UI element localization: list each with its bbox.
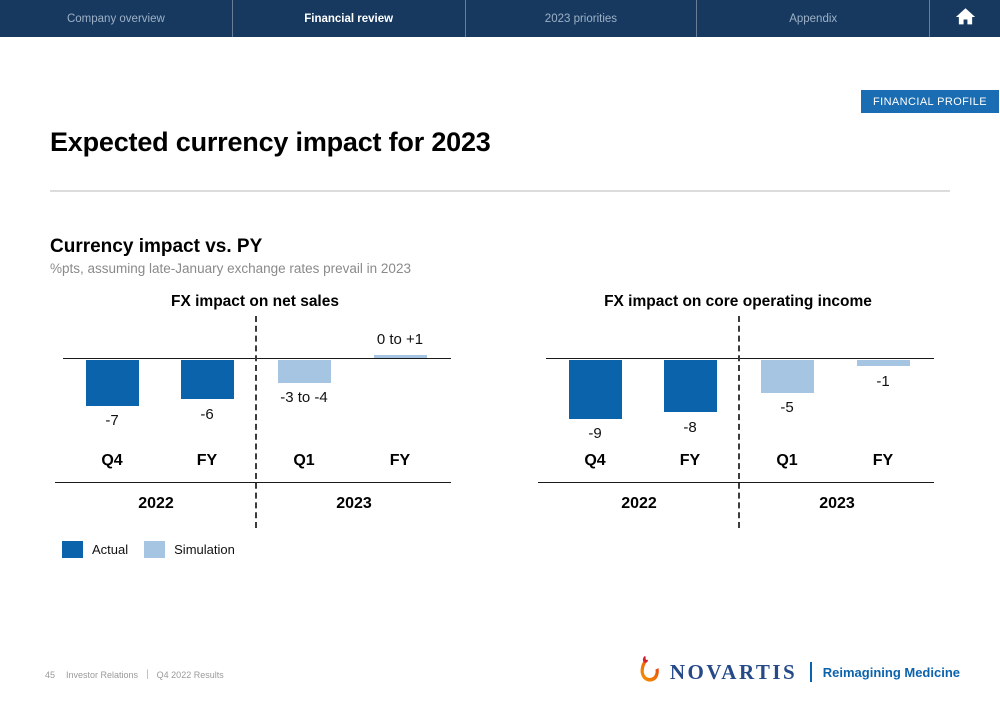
category-label-q4: Q4 — [584, 452, 606, 469]
bar-q4-2022 — [85, 359, 139, 406]
bar-value-label: -7 — [105, 412, 119, 430]
footer-separator: | — [146, 669, 149, 680]
zero-axis-line — [546, 358, 934, 359]
bar-value-label: -3 to -4 — [280, 389, 328, 407]
category-label-fy: FY — [389, 452, 411, 469]
nav-tab-label: Appendix — [789, 12, 838, 25]
page-title: Expected currency impact for 2023 — [50, 127, 491, 157]
home-icon — [955, 6, 976, 32]
legend-label: Simulation — [174, 542, 235, 557]
bar-fy-2023 — [373, 354, 427, 358]
footer-meta: 45 Investor Relations | Q4 2022 Results — [45, 669, 224, 680]
bar-value-label: -9 — [588, 425, 602, 443]
category-label-fy: FY — [196, 452, 218, 469]
year-label-2023: 2023 — [819, 495, 855, 512]
novartis-wordmark: NOVARTIS — [669, 659, 798, 684]
nav-tab-label: Company overview — [66, 12, 165, 25]
nav-tab-2023-priorities[interactable]: 2023 priorities — [466, 0, 698, 37]
year-label-2023: 2023 — [336, 495, 372, 512]
legend-label: Actual — [92, 542, 129, 557]
nav-tab-company-overview[interactable]: Company overview — [0, 0, 233, 37]
section-title: Currency impact vs. PY — [50, 236, 263, 257]
zero-axis-line — [63, 358, 451, 359]
nav-tab-appendix[interactable]: Appendix — [697, 0, 931, 37]
brand-tagline: Reimagining Medicine — [822, 664, 960, 680]
bar-value-label: -6 — [200, 405, 214, 423]
legend-swatch-simulation — [144, 541, 166, 558]
top-navigation-bar: Company overview Financial review 2023 p… — [0, 0, 1000, 37]
novartis-brand-lockup: NOVARTIS Reimagining Medicine — [637, 655, 960, 689]
bar-q4-2022 — [568, 359, 622, 419]
category-label-fy: FY — [679, 452, 701, 469]
chart-fx-impact-core-operating-income: FX impact on core operating income -9 Q4 -… — [538, 290, 938, 540]
legend-item-actual: Actual — [62, 541, 128, 558]
chart-fx-impact-net-sales: FX impact on net sales -7 Q4 -6 FY -3 to -4 Q… — [55, 290, 455, 540]
category-label-fy: FY — [872, 452, 894, 469]
nav-tab-financial-review[interactable]: Financial review — [233, 0, 466, 37]
title-divider-line — [50, 190, 950, 192]
chart-title: FX impact on net sales — [171, 293, 339, 310]
chart-legend: Actual Simulation — [62, 541, 235, 558]
category-label-q1: Q1 — [776, 452, 798, 469]
category-label-q4: Q4 — [101, 452, 123, 469]
section-subtitle: %pts, assuming late-January exchange rat… — [50, 261, 411, 276]
bar-fy-2022 — [663, 359, 717, 413]
bar-value-label: -8 — [683, 418, 697, 436]
legend-item-simulation: Simulation — [144, 541, 235, 558]
category-label-q1: Q1 — [293, 452, 315, 469]
legend-swatch-actual — [62, 541, 83, 558]
category-axis-line — [538, 482, 934, 483]
bar-value-label: -5 — [780, 399, 794, 416]
brand-separator-bar — [810, 662, 812, 682]
year-label-2022: 2022 — [138, 495, 174, 512]
nav-tab-label: Financial review — [304, 12, 394, 25]
home-button[interactable] — [930, 0, 1000, 37]
bar-fy-2023 — [856, 359, 910, 367]
chart-title: FX impact on core operating income — [604, 293, 872, 310]
actual-vs-simulation-divider-line — [738, 316, 740, 528]
badge-label: FINANCIAL PROFILE — [873, 95, 987, 108]
bar-value-label: -1 — [876, 372, 890, 390]
page-number: 45 — [45, 669, 56, 680]
novartis-flame-icon — [637, 655, 662, 689]
bar-fy-2022 — [180, 359, 234, 400]
actual-vs-simulation-divider-line — [255, 316, 257, 528]
bar-value-label: 0 to +1 — [376, 330, 424, 348]
bar-q1-2023 — [277, 359, 331, 383]
footer-label: Investor Relations — [66, 669, 139, 680]
nav-tab-label: 2023 priorities — [544, 12, 618, 25]
financial-profile-badge: FINANCIAL PROFILE — [861, 90, 999, 113]
footer-deck-name: Q4 2022 Results — [156, 669, 224, 680]
bar-q1-2023 — [760, 359, 814, 393]
year-label-2022: 2022 — [621, 495, 657, 512]
category-axis-line — [55, 482, 451, 483]
